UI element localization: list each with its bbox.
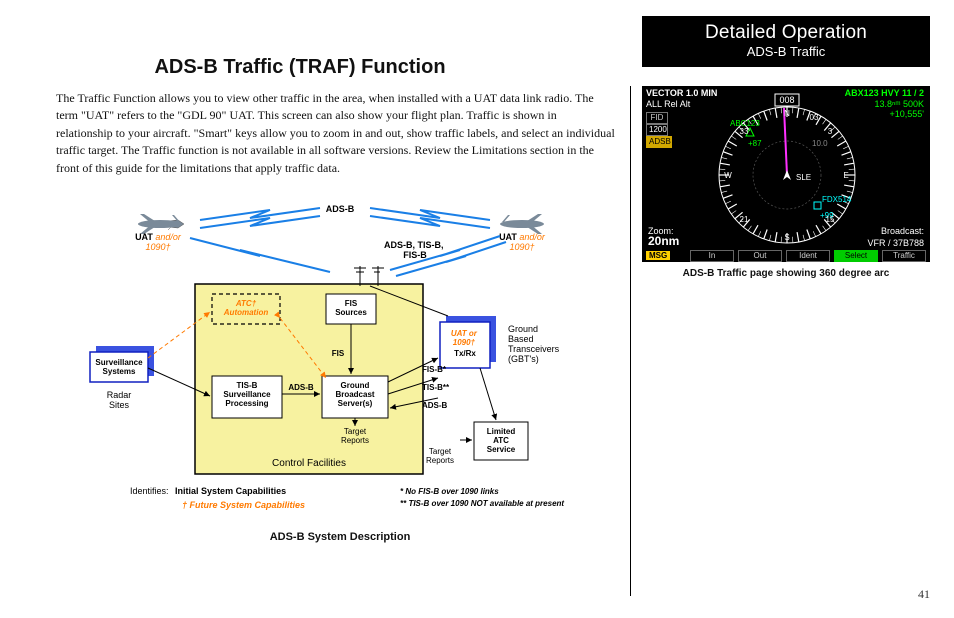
- svg-text:** TIS-B over 1090 NOT availab: ** TIS-B over 1090 NOT available at pres…: [400, 499, 564, 508]
- softkey-row: In Out Ident Select Traffic: [690, 250, 926, 262]
- svg-text:FDX514: FDX514: [822, 195, 852, 204]
- zoom-value: 20nm: [648, 234, 679, 248]
- svg-text:GroundBasedTransceivers(GBT's): GroundBasedTransceivers(GBT's): [508, 324, 560, 364]
- softkey-ident[interactable]: Ident: [786, 250, 830, 262]
- scope-caption: ADS-B Traffic page showing 360 degree ar…: [642, 268, 930, 279]
- softkey-in[interactable]: In: [690, 250, 734, 262]
- aircraft-right-icon: [500, 214, 544, 234]
- svg-text:TIS-B**: TIS-B**: [422, 383, 450, 392]
- aircraft-left-icon: [138, 214, 184, 234]
- svg-text:03: 03: [810, 113, 819, 122]
- softkey-select[interactable]: Select: [834, 250, 878, 262]
- page-number: 41: [918, 587, 930, 602]
- svg-text:W: W: [724, 171, 732, 180]
- svg-text:GroundBroadcastServer(s): GroundBroadcastServer(s): [335, 381, 374, 408]
- uat-txrx-box: UAT or 1090† Tx/Rx: [440, 316, 496, 368]
- adsb-badge: ADSB: [646, 136, 672, 148]
- svg-text:ADS-B: ADS-B: [288, 383, 314, 392]
- svg-text:008: 008: [779, 95, 794, 105]
- bolt-icon: [190, 238, 330, 272]
- svg-text:SLE: SLE: [796, 173, 811, 182]
- svg-text:UAT and/or: UAT and/or: [135, 232, 182, 242]
- svg-text:UAT and/or: UAT and/or: [499, 232, 546, 242]
- callsign-line3: +10,555': [889, 109, 924, 119]
- svg-text:10.0: 10.0: [812, 139, 828, 148]
- system-diagram: Control Facilities ADS-B UAT and/or 1090…: [70, 198, 610, 528]
- diagram-caption: ADS-B System Description: [70, 531, 610, 543]
- section-header: Detailed Operation ADS-B Traffic: [642, 16, 930, 67]
- svg-text:FIS-B*: FIS-B*: [422, 365, 447, 374]
- svg-text:† Future System Capabilities: † Future System Capabilities: [182, 500, 305, 510]
- fid-box: FID: [646, 112, 668, 124]
- squawk-box: 1200: [646, 124, 668, 136]
- svg-text:1090†: 1090†: [145, 242, 170, 252]
- antenna-icon: [354, 266, 384, 286]
- section-title: Detailed Operation: [642, 22, 930, 44]
- svg-text:TargetReports: TargetReports: [426, 447, 454, 465]
- traffic-scope: VECTOR 1.0 MIN ALL Rel Alt ABX123 HVY 11…: [642, 86, 930, 262]
- svg-text:* No FIS-B over 1090 links: * No FIS-B over 1090 links: [400, 487, 499, 496]
- svg-text:FIS: FIS: [332, 349, 345, 358]
- svg-text:TargetReports: TargetReports: [341, 427, 369, 445]
- svg-text:RadarSites: RadarSites: [107, 390, 132, 410]
- compass-rose-icon: 008 SLE 10.0 ABC123 +87 FDX514 +99 N: [692, 90, 882, 250]
- section-subtitle: ADS-B Traffic: [642, 44, 930, 59]
- svg-text:21: 21: [740, 215, 749, 224]
- surveillance-systems-box: SurveillanceSystems: [90, 346, 154, 382]
- column-divider: [630, 86, 631, 596]
- svg-text:33: 33: [740, 127, 749, 136]
- msg-badge: MSG: [646, 251, 670, 260]
- svg-text:1090†: 1090†: [509, 242, 534, 252]
- page-title: ADS-B Traffic (TRAF) Function: [0, 56, 600, 79]
- status-sub: ALL Rel Alt: [646, 99, 690, 109]
- svg-text:S: S: [784, 233, 789, 242]
- svg-text:N: N: [784, 109, 790, 118]
- broadcast-label: Broadcast:: [881, 226, 924, 236]
- adsb-top-label: ADS-B: [326, 204, 355, 214]
- svg-text:15: 15: [826, 215, 835, 224]
- svg-text:+87: +87: [748, 139, 762, 148]
- svg-text:UAT or 1090† Tx/Rx: UAT or 1090† Tx/Rx: [451, 329, 479, 358]
- traffic-scope-figure: VECTOR 1.0 MIN ALL Rel Alt ABX123 HVY 11…: [642, 86, 930, 279]
- svg-text:E: E: [843, 171, 848, 180]
- softkey-out[interactable]: Out: [738, 250, 782, 262]
- svg-text:ADS-B: ADS-B: [422, 401, 448, 410]
- body-paragraph: The Traffic Function allows you to view …: [56, 90, 616, 177]
- softkey-traffic[interactable]: Traffic: [882, 250, 926, 262]
- svg-text:Identifies: Initial System: Identifies: Initial System Capabilities: [130, 486, 286, 496]
- control-facilities-label: Control Facilities: [272, 458, 346, 469]
- svg-text:3: 3: [828, 127, 833, 136]
